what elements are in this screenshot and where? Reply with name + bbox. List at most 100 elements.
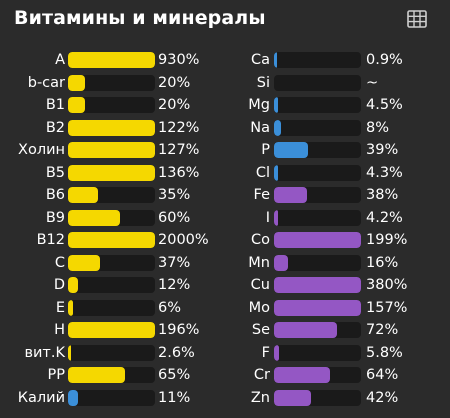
table-view-button[interactable] (406, 9, 428, 29)
mineral-bar-fill (274, 389, 311, 406)
mineral-bar-track (274, 277, 361, 293)
mineral-bar-track (274, 389, 361, 406)
vitamin-label: B6 (45, 187, 65, 203)
vitamin-percent: 2.6% (158, 344, 195, 361)
vitamin-bar-track (68, 254, 155, 271)
vitamin-bar-fill (68, 164, 155, 181)
vitamin-bar-fill (68, 97, 86, 113)
mineral-bar-fill (274, 52, 277, 68)
vitamin-percent: 136% (158, 164, 200, 181)
vitamin-percent: 930% (158, 52, 200, 68)
vitamin-bar-fill (68, 187, 99, 203)
vitamin-bar-fill (68, 52, 155, 68)
vitamin-bar-track (68, 97, 155, 113)
vitamin-percent: 65% (158, 367, 191, 383)
mineral-label: Cl (255, 164, 270, 181)
vitamin-label: вит.K (24, 344, 65, 361)
mineral-bar-fill (274, 164, 278, 181)
mineral-label: Cr (253, 367, 270, 383)
vitamin-percent: 37% (158, 254, 191, 271)
mineral-bar-fill (274, 232, 361, 248)
vitamin-bar-track (68, 299, 155, 316)
mineral-label: Cu (250, 277, 270, 293)
vitamin-bar-track (68, 367, 155, 383)
mineral-bar-fill (274, 187, 308, 203)
mineral-bar-track (274, 344, 361, 361)
mineral-bar-track (274, 232, 361, 248)
vitamin-bar-track (68, 119, 155, 136)
mineral-label: Mg (248, 97, 270, 113)
mineral-bar-track (274, 299, 361, 316)
mineral-bar-track (274, 97, 361, 113)
mineral-bar-track (274, 164, 361, 181)
vitamin-label: D (53, 277, 65, 293)
vitamin-bar-track (68, 322, 155, 338)
vitamin-bar-track (68, 232, 155, 248)
mineral-percent: 4.5% (366, 97, 403, 113)
mineral-label: Co (251, 232, 270, 248)
mineral-percent: 0.9% (366, 52, 403, 68)
mineral-percent: 8% (366, 119, 390, 136)
mineral-percent: 72% (366, 322, 399, 338)
vitamin-label: E (55, 299, 65, 316)
mineral-percent: 5.8% (366, 344, 403, 361)
vitamin-percent: 12% (158, 277, 191, 293)
mineral-percent: 199% (366, 232, 408, 248)
mineral-bar-track (274, 142, 361, 158)
vitamin-bar-track (68, 209, 155, 226)
mineral-label: I (265, 209, 270, 226)
mineral-label: Fe (253, 187, 270, 203)
mineral-bar-fill (274, 142, 308, 158)
vitamin-percent: 122% (158, 119, 200, 136)
vitamin-bar-track (68, 344, 155, 361)
mineral-percent: 4.2% (366, 209, 403, 226)
vitamin-bar-fill (68, 142, 155, 158)
vitamin-bar-fill (68, 367, 125, 383)
vitamin-label: H (54, 322, 65, 338)
vitamin-label: C (54, 254, 65, 271)
vitamin-bar-fill (68, 209, 121, 226)
vitamin-bar-fill (68, 119, 155, 136)
vitamin-label: Калий (17, 389, 65, 406)
mineral-percent: 42% (366, 389, 399, 406)
vitamin-percent: 2000% (158, 232, 209, 248)
mineral-label: Si (256, 74, 270, 91)
mineral-bar-track (274, 367, 361, 383)
vitamin-bar-fill (68, 254, 101, 271)
vitamin-percent: 20% (158, 97, 191, 113)
vitamin-percent: 127% (158, 142, 200, 158)
vitamin-bar-fill (68, 322, 155, 338)
vitamin-bar-track (68, 389, 155, 406)
vitamin-bar-fill (68, 344, 71, 361)
mineral-percent: 39% (366, 142, 399, 158)
mineral-bar-track (274, 187, 361, 203)
mineral-bar-fill (274, 209, 278, 226)
mineral-label: Mn (248, 254, 270, 271)
mineral-percent: 16% (366, 254, 399, 271)
vitamin-percent: 6% (158, 299, 182, 316)
vitamin-bar-track (68, 187, 155, 203)
mineral-percent: 64% (366, 367, 399, 383)
vitamin-label: b-car (27, 74, 65, 91)
mineral-bar-fill (274, 97, 278, 113)
mineral-bar-fill (274, 322, 337, 338)
mineral-bar-track (274, 52, 361, 68)
mineral-label: Mo (248, 299, 270, 316)
mineral-label: Ca (250, 52, 270, 68)
vitamin-label: B2 (45, 119, 65, 136)
vitamin-percent: 11% (158, 389, 191, 406)
vitamin-bar-fill (68, 232, 155, 248)
mineral-percent: 157% (366, 299, 408, 316)
vitamin-bar-fill (68, 74, 86, 91)
mineral-label: P (261, 142, 270, 158)
mineral-label: Se (251, 322, 270, 338)
mineral-label: Zn (250, 389, 270, 406)
mineral-bar-track (274, 322, 361, 338)
mineral-percent: 38% (366, 187, 399, 203)
panel-title: Витамины и минералы (14, 7, 266, 29)
vitamin-bar-fill (68, 299, 74, 316)
vitamin-bar-track (68, 74, 155, 91)
mineral-label: F (261, 344, 270, 361)
mineral-bar-fill (274, 367, 330, 383)
